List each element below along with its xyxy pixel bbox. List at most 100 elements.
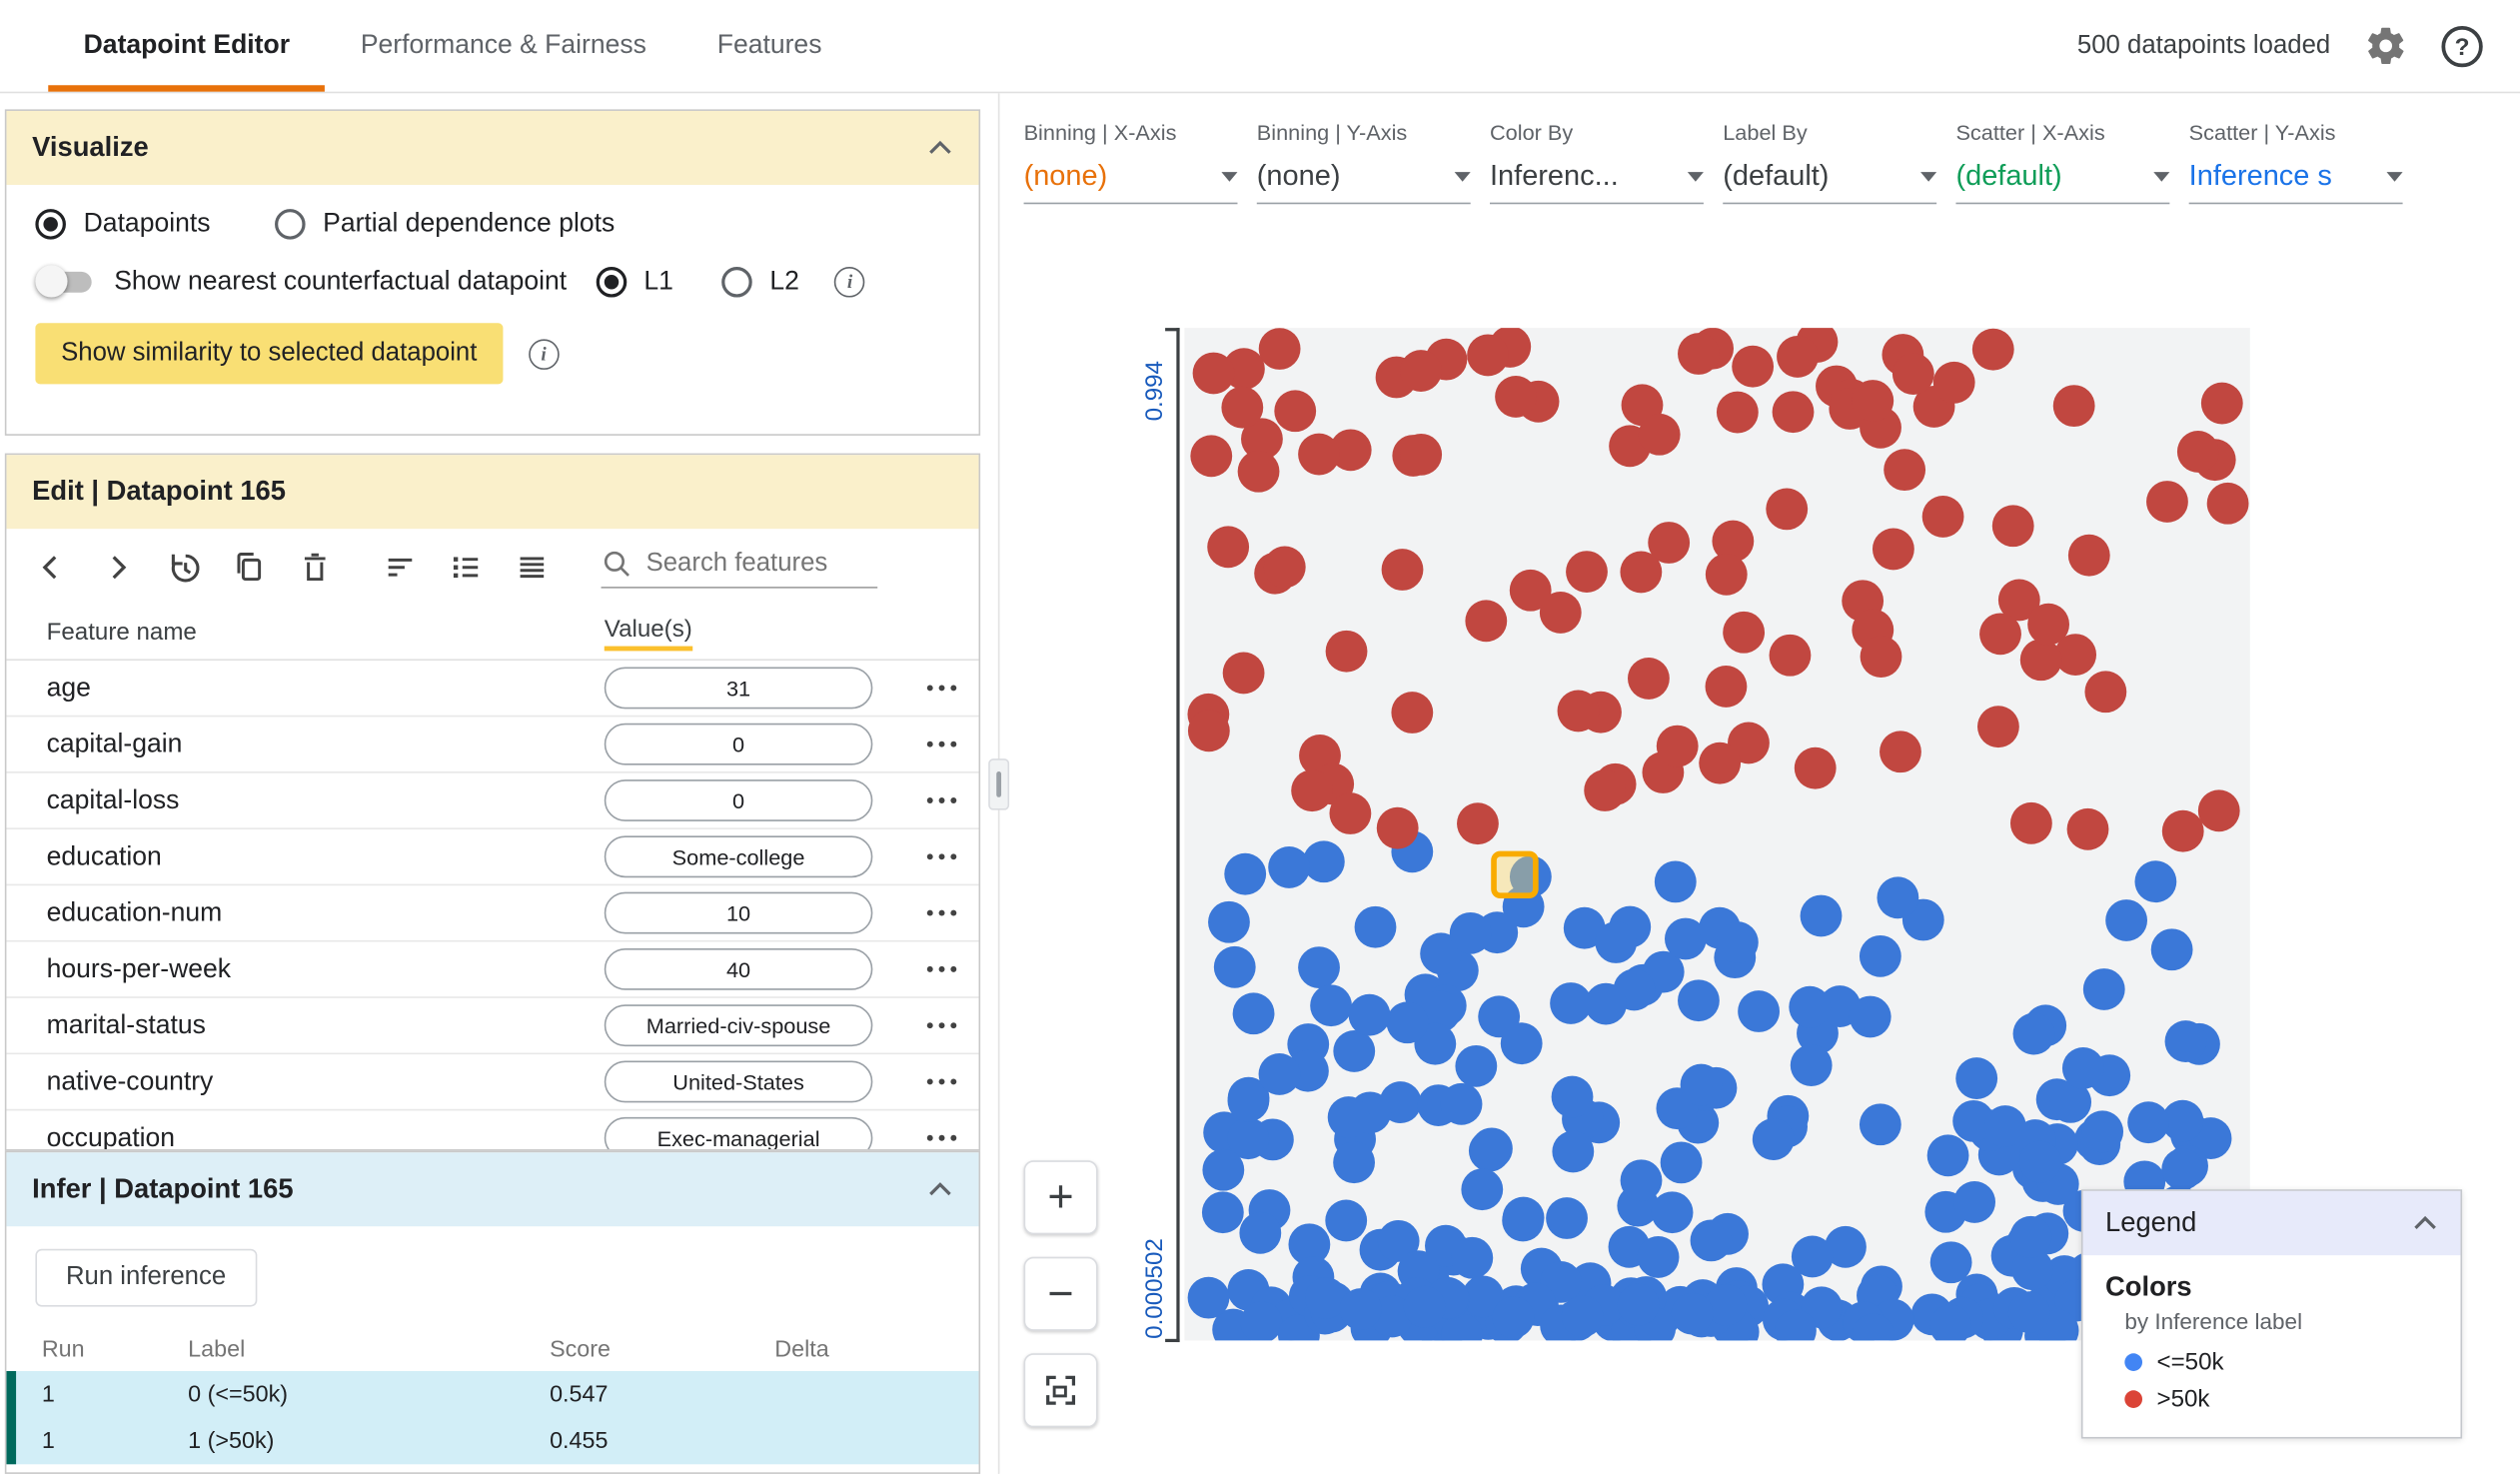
feature-value-input[interactable]: Some-college: [604, 835, 873, 878]
l2-label: L2: [769, 266, 799, 296]
visualize-card: Visualize Datapoints Partial dependence …: [4, 109, 981, 436]
search-features-input[interactable]: [645, 549, 868, 579]
panel-resize-handle[interactable]: [988, 758, 1010, 810]
control-dropdown[interactable]: Inferenc...: [1490, 159, 1704, 205]
score-value: 0.455: [550, 1428, 609, 1454]
feature-name: education: [46, 841, 162, 870]
main-tab[interactable]: Performance & Fairness: [325, 0, 681, 92]
feature-value-input[interactable]: 40: [604, 947, 873, 990]
zoom-out-button[interactable]: −: [1023, 1256, 1098, 1331]
control-selected-value: (default): [1955, 159, 2062, 192]
previous-datapoint-icon[interactable]: [32, 548, 71, 587]
control-dropdown[interactable]: (none): [1023, 159, 1238, 205]
feature-options-icon[interactable]: [924, 794, 959, 807]
run-column-header: Run: [41, 1337, 85, 1363]
feature-value-input[interactable]: 0: [604, 723, 873, 765]
feature-name: age: [46, 673, 91, 703]
fit-to-screen-button[interactable]: [1023, 1353, 1098, 1428]
delete-datapoint-icon[interactable]: [296, 548, 335, 587]
legend-panel: Legend Colors by Inference label <=50k >…: [2080, 1189, 2463, 1439]
control-dropdown[interactable]: Inference s: [2188, 159, 2403, 205]
feature-options-icon[interactable]: [924, 682, 959, 695]
plot-control-group: Binning | X-Axis (none): [1023, 121, 1238, 205]
tab-label: Performance & Fairness: [360, 30, 646, 60]
feature-value-input[interactable]: 10: [604, 891, 873, 934]
feature-value-input[interactable]: 0: [604, 779, 873, 821]
collapse-chevron-icon[interactable]: [927, 1181, 953, 1197]
legend-colors-heading: Colors: [2105, 1271, 2192, 1302]
l2-radio[interactable]: [721, 266, 752, 297]
control-label: Color By: [1490, 120, 1574, 145]
feature-value: United-States: [672, 1069, 804, 1094]
sort-features-icon[interactable]: [381, 548, 420, 587]
search-icon: [604, 551, 630, 577]
feature-options-icon[interactable]: [924, 962, 959, 975]
feature-row: capital-loss 0: [6, 773, 979, 829]
visualize-header: Visualize: [6, 110, 979, 185]
score-value: 0.547: [550, 1381, 609, 1408]
y-axis-bottom-tick: [1165, 1338, 1180, 1343]
feature-row: native-country United-States: [6, 1054, 979, 1111]
feature-options-icon[interactable]: [924, 737, 959, 750]
feature-value: Married-civ-spouse: [645, 1013, 831, 1038]
feature-value-input[interactable]: Exec-managerial: [604, 1116, 873, 1150]
feature-options-icon[interactable]: [924, 1131, 959, 1144]
y-axis-line: [1176, 328, 1180, 1343]
info-icon[interactable]: i: [834, 266, 865, 297]
duplicate-datapoint-icon[interactable]: [230, 548, 269, 587]
show-similarity-button[interactable]: Show similarity to selected datapoint: [35, 323, 504, 385]
pdp-radio[interactable]: [274, 209, 306, 240]
inference-result-row: 1 0 (<=50k) 0.547: [16, 1371, 978, 1418]
feature-value-input[interactable]: United-States: [604, 1060, 873, 1103]
collapse-chevron-icon[interactable]: [2412, 1215, 2438, 1231]
y-axis-top-tick: [1165, 328, 1180, 332]
dropdown-arrow-icon: [2153, 171, 2170, 181]
help-icon[interactable]: ?: [2440, 23, 2485, 68]
selected-datapoint-marker[interactable]: [1491, 850, 1539, 899]
feature-options-icon[interactable]: [924, 1019, 959, 1032]
feature-name: capital-gain: [46, 729, 183, 758]
control-label: Label By: [1723, 120, 1808, 145]
main-tab[interactable]: Datapoint Editor: [48, 0, 326, 92]
control-dropdown[interactable]: (default): [1955, 159, 2170, 205]
zoom-controls: + −: [1023, 1160, 1098, 1450]
main-tab[interactable]: Features: [681, 0, 857, 92]
datapoints-radio[interactable]: [35, 209, 66, 240]
feature-value-input[interactable]: Married-civ-spouse: [604, 1004, 873, 1047]
feature-table-header: Feature name Value(s): [6, 606, 979, 662]
legend-item-label: <=50k: [2156, 1348, 2224, 1376]
run-value: 1: [41, 1381, 55, 1408]
zoom-in-button[interactable]: +: [1023, 1160, 1098, 1235]
feature-row: age 31: [6, 661, 979, 718]
scatterplot-canvas[interactable]: [1184, 328, 2250, 1341]
feature-options-icon[interactable]: [924, 1075, 959, 1088]
feature-options-icon[interactable]: [924, 906, 959, 919]
feature-value-input[interactable]: 31: [604, 667, 873, 710]
feature-options-icon[interactable]: [924, 850, 959, 863]
infer-card: Infer | Datapoint 165 Run inference Run …: [4, 1150, 981, 1474]
numbered-list-icon[interactable]: [447, 548, 486, 587]
infer-header: Infer | Datapoint 165: [6, 1152, 979, 1227]
run-inference-button[interactable]: Run inference: [35, 1248, 257, 1307]
top-bar: Datapoint Editor Performance & Fairness …: [0, 0, 2520, 94]
feature-rows: age 31 capital-gain 0 capital-loss 0 edu…: [6, 661, 979, 1150]
feature-value: 0: [732, 787, 745, 813]
counterfactual-toggle[interactable]: [35, 265, 96, 298]
l1-radio[interactable]: [596, 266, 627, 297]
control-selected-value: (none): [1023, 159, 1108, 192]
revert-history-icon[interactable]: [164, 548, 203, 587]
feature-value: 40: [725, 956, 751, 981]
control-dropdown[interactable]: (default): [1723, 159, 1937, 205]
info-icon[interactable]: i: [528, 338, 560, 370]
feature-value: 31: [725, 676, 751, 701]
control-dropdown[interactable]: (none): [1256, 159, 1471, 205]
dropdown-arrow-icon: [1687, 171, 1704, 181]
next-datapoint-icon[interactable]: [98, 548, 137, 587]
reorder-list-icon[interactable]: [513, 548, 552, 587]
tab-label: Datapoint Editor: [83, 30, 291, 60]
feature-row: marital-status Married-civ-spouse: [6, 998, 979, 1055]
collapse-chevron-icon[interactable]: [927, 140, 953, 156]
visualize-title: Visualize: [32, 131, 149, 163]
feature-name: hours-per-week: [46, 953, 232, 983]
settings-gear-icon[interactable]: [2362, 23, 2407, 68]
